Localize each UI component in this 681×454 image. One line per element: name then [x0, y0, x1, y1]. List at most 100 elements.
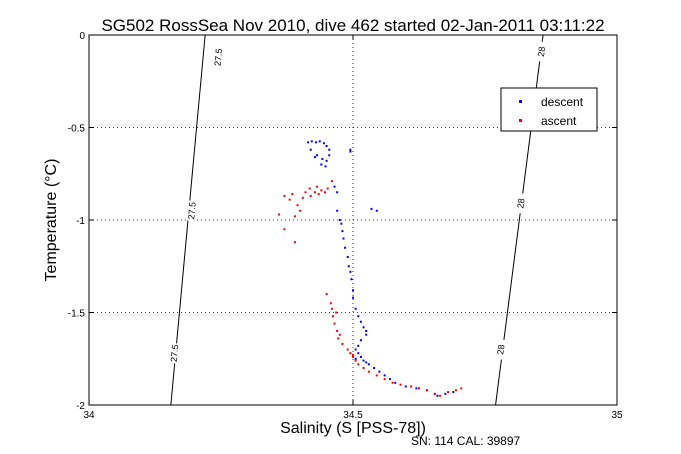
data-point-ascent	[316, 185, 319, 188]
data-point-descent	[352, 296, 354, 299]
data-point-ascent	[330, 307, 333, 310]
legend-label-ascent: ascent	[541, 114, 577, 128]
data-point-descent	[309, 148, 312, 151]
data-point-ascent	[362, 367, 365, 369]
data-point-ascent	[454, 389, 457, 392]
data-point-ascent	[293, 241, 296, 244]
data-point-descent	[324, 165, 327, 168]
data-point-descent	[342, 237, 345, 240]
x-tick-label: 35	[611, 410, 623, 421]
isopycnal-label-bg	[168, 342, 181, 364]
data-point-ascent	[309, 194, 312, 197]
data-point-descent	[321, 157, 324, 160]
data-point-descent	[365, 361, 368, 364]
data-point-descent	[436, 394, 439, 397]
x-tick-label: 34	[83, 410, 95, 421]
data-point-descent	[328, 148, 331, 151]
data-point-ascent	[326, 187, 329, 190]
data-point-descent	[349, 148, 352, 151]
isopycnal-label: 28	[515, 198, 526, 209]
data-point-descent	[354, 348, 357, 351]
data-point-descent	[338, 219, 341, 221]
isopycnal-label: 27.5	[186, 202, 198, 220]
isopycnal-label: 28	[495, 344, 506, 355]
data-point-descent	[404, 385, 407, 388]
data-point-descent	[359, 355, 362, 358]
data-point-descent	[349, 270, 352, 273]
data-point-descent	[333, 185, 336, 188]
data-point-ascent	[425, 389, 428, 392]
data-point-ascent	[375, 374, 378, 377]
data-point-ascent	[447, 391, 450, 394]
data-point-descent	[349, 150, 352, 153]
data-point-ascent	[296, 204, 299, 207]
data-point-ascent	[313, 191, 316, 194]
data-point-descent	[310, 140, 313, 143]
tick-layer: 34 34.5 35 0 -0.5 -1 -1.5 -2	[68, 31, 623, 421]
data-point-descent	[357, 344, 360, 347]
data-point-ascent	[283, 194, 286, 197]
data-point-descent	[373, 367, 376, 369]
data-point-ascent	[349, 352, 352, 355]
data-point-ascent	[337, 337, 340, 340]
data-point-descent	[318, 140, 321, 143]
data-point-descent	[394, 381, 397, 384]
legend-marker-descent	[519, 100, 522, 103]
data-point-descent	[350, 278, 353, 281]
legend-marker-ascent	[519, 119, 522, 122]
legend-label-descent: descent	[541, 95, 584, 109]
data-point-ascent	[410, 385, 413, 388]
x-tick-label: 34.5	[343, 410, 363, 421]
data-point-descent	[359, 339, 362, 342]
data-point-descent	[365, 330, 368, 332]
y-tick-label: -1	[76, 216, 85, 227]
data-point-ascent	[304, 191, 307, 194]
data-point-ascent	[439, 394, 442, 397]
isopycnal-label: 28	[536, 46, 547, 57]
footer-text: SN: 114 CAL: 39897	[411, 434, 521, 448]
data-point-descent	[388, 378, 391, 381]
data-point-descent	[315, 141, 318, 144]
data-point-ascent	[352, 355, 354, 358]
data-point-ascent	[317, 193, 320, 196]
data-point-descent	[316, 154, 319, 157]
data-point-ascent	[330, 180, 333, 183]
data-point-ascent	[320, 189, 323, 192]
y-tick-label: 0	[79, 31, 85, 42]
data-point-ascent	[331, 315, 334, 318]
data-point-ascent	[352, 354, 354, 357]
legend-box	[500, 87, 598, 132]
data-point-ascent	[391, 381, 394, 384]
data-point-descent	[344, 246, 347, 249]
y-tick-label: -0.5	[68, 124, 86, 135]
isopycnal-layer: 27.5 27.5 27.5 28 28 28	[168, 34, 548, 406]
isopycnal-label-bg	[212, 46, 225, 68]
data-point-ascent	[341, 342, 344, 345]
data-point-descent	[357, 315, 360, 318]
data-point-descent	[415, 387, 418, 390]
data-point-descent	[375, 209, 378, 212]
data-point-descent	[383, 374, 386, 377]
data-point-descent	[362, 359, 365, 362]
data-point-descent	[357, 352, 360, 355]
data-point-descent	[352, 289, 354, 292]
legend: descent ascent	[500, 87, 598, 132]
x-axis-label: Salinity (S [PSS-78])	[280, 420, 426, 437]
isopycnal-label: 27.5	[169, 344, 181, 362]
data-point-ascent	[325, 293, 328, 295]
y-axis-label: Temperature (°C)	[43, 159, 60, 282]
data-point-descent	[336, 209, 339, 212]
data-point-descent	[359, 320, 362, 323]
data-point-ascent	[335, 311, 338, 314]
data-point-descent	[320, 163, 323, 166]
data-point-ascent	[291, 193, 294, 196]
data-point-ascent	[383, 378, 386, 381]
data-point-descent	[325, 159, 328, 162]
data-point-descent	[347, 265, 350, 268]
isopycnal-label-bg	[494, 338, 508, 361]
y-tick-label: -1.5	[68, 309, 86, 320]
data-point-ascent	[418, 387, 420, 390]
data-point-descent	[341, 230, 344, 233]
data-point-ascent	[460, 387, 463, 390]
data-point-descent	[346, 256, 349, 258]
